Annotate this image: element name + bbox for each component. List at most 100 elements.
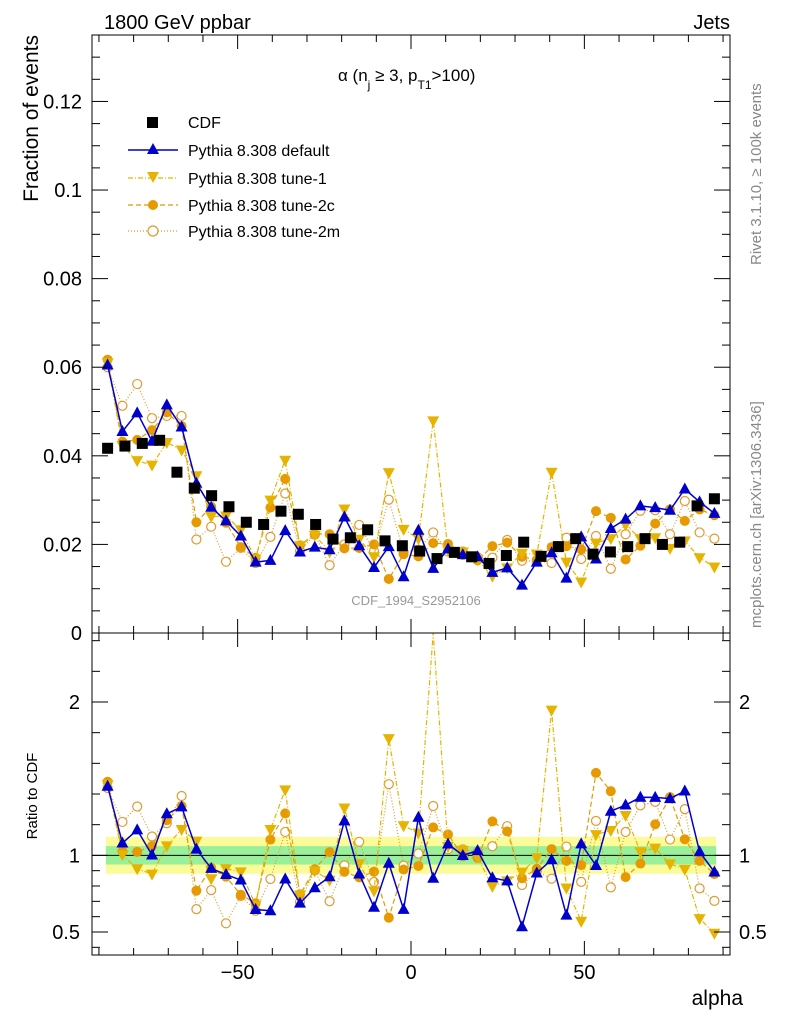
point-tune2m: [206, 521, 217, 532]
point-default: [131, 406, 144, 418]
ratio-point-default: [634, 790, 647, 802]
ratio-point-tune1: [678, 864, 691, 876]
ratio-point-default: [116, 836, 129, 848]
ratio-point-default: [338, 814, 351, 826]
ratio-point-tune2m: [117, 816, 128, 828]
ratio-point-tune1: [234, 867, 247, 879]
ratio-point-default: [471, 844, 484, 856]
ratio-point-tune2m: [428, 800, 439, 812]
ratio-point-tune1: [604, 825, 617, 837]
ratio-point-tune2c: [650, 819, 661, 830]
legend-marker-cdf: [147, 117, 158, 128]
point-default: [678, 482, 691, 494]
ratio-point-tune2m: [694, 883, 705, 894]
point-tune1: [575, 577, 588, 589]
point-default: [412, 523, 425, 535]
legend-label-tune1: Pythia 8.308 tune-1: [188, 171, 327, 188]
point-tune1: [427, 416, 440, 428]
ratio-point-default: [146, 848, 159, 860]
point-default: [663, 503, 676, 515]
point-tune1: [279, 455, 292, 467]
side-text-rivet: Rivet 3.1.10, ≥ 100k events: [748, 83, 765, 265]
side-text-mcplots: mcplots.cern.ch [arXiv:1306.3436]: [748, 401, 765, 628]
series-line-tune2m: [107, 366, 715, 571]
ratio-point-tune2m: [709, 895, 720, 906]
ratio-point-default: [264, 904, 277, 916]
point-tune2m: [220, 556, 232, 567]
top-y-tick-label: 0: [71, 623, 82, 645]
ratio-point-default: [249, 902, 262, 914]
top-y-tick-label: 0.02: [43, 534, 82, 556]
point-cdf: [500, 549, 512, 561]
ratio-point-default: [427, 871, 440, 883]
ratio-point-tune2m: [191, 903, 202, 915]
ratio-panel-frame: [91, 632, 731, 956]
point-default: [279, 524, 292, 536]
point-default: [708, 506, 721, 518]
point-tune1: [205, 512, 218, 524]
ratio-point-default: [560, 908, 573, 920]
ratio-point-tune1: [663, 859, 676, 871]
ratio-point-tune1: [146, 869, 159, 881]
point-cdf: [674, 536, 686, 548]
point-tune2m: [709, 533, 720, 544]
point-cdf: [518, 536, 530, 548]
ratio-point-default: [619, 798, 632, 810]
ratio-point-tune1: [368, 886, 381, 898]
point-cdf: [344, 532, 356, 544]
point-tune2m: [546, 557, 557, 569]
ratio-point-tune2c: [339, 866, 350, 877]
ratio-point-default: [234, 873, 247, 885]
legend-marker-tune2m: [147, 225, 159, 237]
legend-marker-tune2c: [148, 200, 158, 210]
ratio-y-tick-label-right: 2: [739, 692, 750, 714]
ratio-point-default: [220, 868, 233, 880]
x-tick-label: 0: [405, 962, 416, 984]
point-tune2c: [147, 425, 158, 436]
ratio-point-default: [575, 837, 588, 849]
point-default: [264, 553, 277, 565]
point-tune2c: [679, 515, 690, 526]
point-tune1: [515, 548, 528, 560]
ratio-ylabel: Ratio to CDF: [24, 753, 41, 840]
point-tune1: [368, 552, 381, 564]
point-default: [397, 570, 410, 582]
point-default: [604, 521, 617, 533]
ratio-point-tune2m: [354, 836, 365, 847]
ratio-point-tune2m: [605, 882, 616, 893]
point-tune1: [708, 562, 721, 574]
point-cdf: [552, 541, 564, 553]
point-tune2c: [369, 539, 380, 550]
legend-marker-tune1: [147, 172, 159, 183]
point-cdf: [292, 508, 304, 520]
ratio-point-tune2m: [280, 826, 291, 838]
x-tick-label: −50: [221, 962, 255, 984]
ratio-point-tune2m: [206, 885, 217, 896]
point-default: [160, 398, 173, 410]
point-default: [560, 571, 573, 583]
point-tune1: [382, 468, 395, 480]
point-default: [234, 529, 247, 541]
point-tune1: [693, 553, 706, 565]
ratio-point-tune2m: [146, 831, 158, 842]
ratio-point-tune2c: [442, 829, 453, 840]
ratio-point-default: [397, 902, 410, 914]
point-tune2m: [132, 378, 143, 390]
point-cdf: [396, 540, 408, 552]
top-y-tick-label: 0.12: [43, 91, 82, 113]
title-part-2: ≥ 3, p: [370, 66, 417, 85]
point-cdf: [379, 535, 391, 547]
legend-label-tune2m: Pythia 8.308 tune-2m: [188, 224, 340, 241]
top-panel-series: [101, 354, 721, 590]
ratio-point-tune2c: [132, 846, 143, 857]
ratio-point-default: [308, 881, 321, 893]
point-cdf: [223, 501, 235, 513]
ratio-point-tune2m: [635, 800, 646, 811]
ratio-point-tune2c: [605, 786, 616, 797]
point-cdf: [102, 442, 114, 454]
ratio-point-default: [678, 784, 691, 796]
point-cdf: [310, 518, 322, 530]
ratio-point-tune1: [382, 734, 395, 746]
title-part-3: >100): [432, 66, 476, 85]
